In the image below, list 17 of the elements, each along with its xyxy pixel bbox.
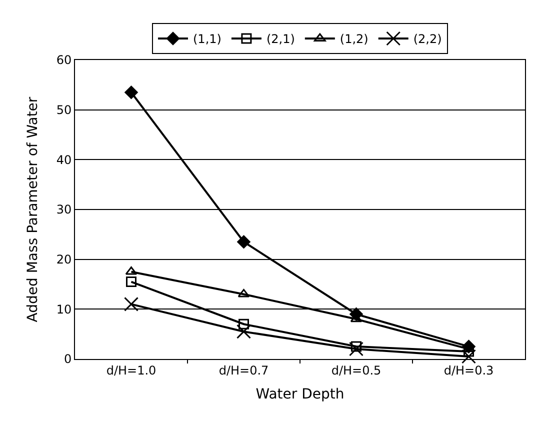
legend-label: (2,1) — [266, 32, 295, 46]
y-tick-label: 30 — [56, 202, 72, 217]
x-tick-label: d/H=0.5 — [331, 363, 382, 378]
y-tick-label: 60 — [56, 53, 72, 68]
x-axis-title: Water Depth — [256, 386, 344, 403]
y-axis-title: Added Mass Parameter of Water — [25, 96, 41, 322]
x-tick-label: d/H=1.0 — [106, 363, 156, 378]
y-tick-label: 20 — [56, 252, 72, 267]
x-tick-label: d/H=0.7 — [218, 363, 269, 378]
y-tick-label: 50 — [56, 103, 72, 118]
legend-label: (2,2) — [413, 32, 442, 46]
y-tick-label: 40 — [56, 152, 72, 167]
x-tick-label: d/H=0.3 — [444, 363, 494, 378]
legend-label: (1,1) — [193, 32, 222, 46]
legend-label: (1,2) — [340, 32, 368, 46]
y-tick-label: 0 — [64, 352, 72, 366]
y-tick-label: 10 — [56, 302, 72, 316]
